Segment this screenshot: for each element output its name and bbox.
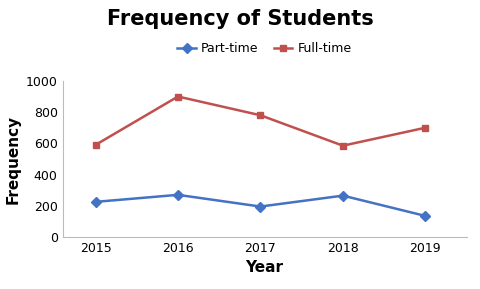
Y-axis label: Frequency: Frequency [5, 114, 20, 203]
Line: Part-time: Part-time [92, 191, 428, 219]
Full-time [257, 114, 263, 117]
Part-time [339, 194, 345, 197]
Legend: Part-time, Full-time: Part-time, Full-time [172, 37, 356, 60]
Part-time [175, 193, 180, 197]
Part-time [257, 205, 263, 208]
X-axis label: Year: Year [245, 260, 283, 275]
Full-time [421, 126, 427, 129]
Text: Frequency of Students: Frequency of Students [107, 9, 373, 29]
Full-time [93, 143, 98, 147]
Line: Full-time: Full-time [92, 93, 428, 149]
Part-time [421, 214, 427, 218]
Part-time [93, 200, 98, 204]
Full-time [339, 144, 345, 147]
Full-time [175, 95, 180, 98]
